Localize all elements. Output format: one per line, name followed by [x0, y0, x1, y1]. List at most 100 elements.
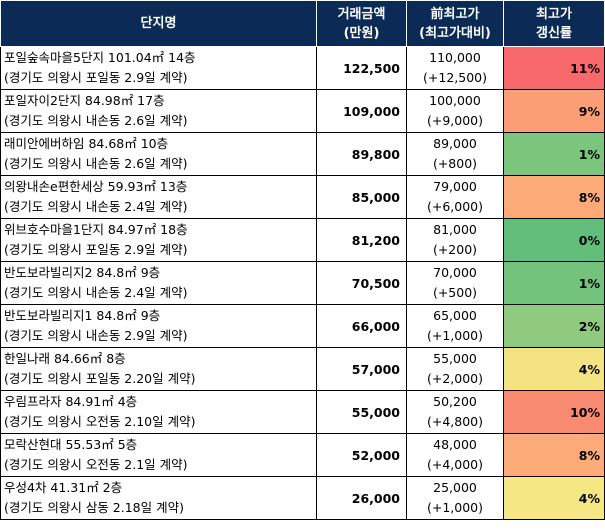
- prev-high-price: 55,000: [433, 351, 477, 366]
- prev-high-price: 48,000: [433, 437, 477, 452]
- prev-high-cell: 50,200 (+4,800): [406, 390, 504, 434]
- table-header-row: 단지명 거래금액 (만원) 前최고가 (최고가대비) 최고가 갱신률: [0, 0, 605, 47]
- complex-location: (경기도 의왕시 내손동 2.6일 계약): [4, 113, 188, 128]
- complex-name-cell: 위브호수마을1단지 84.97㎡ 18층 (경기도 의왕시 포일동 2.9일 계약…: [0, 218, 317, 262]
- prev-high-cell: 110,000 (+12,500): [406, 46, 504, 90]
- trade-price: 109,000: [316, 89, 407, 133]
- renewal-rate: 8%: [503, 175, 605, 219]
- complex-location: (경기도 의왕시 오전동 2.1일 계약): [4, 457, 188, 472]
- complex-location: (경기도 의왕시 오전동 2.10일 계약): [4, 414, 196, 429]
- prev-high-diff: (+4,000): [426, 457, 483, 472]
- prev-high-diff: (+1,000): [426, 328, 483, 343]
- trade-price: 85,000: [316, 175, 407, 219]
- complex-name: 포일자이2단지 84.98㎡ 17층: [4, 93, 165, 108]
- prev-high-diff: (+12,500): [423, 70, 487, 85]
- prev-high-cell: 100,000 (+9,000): [406, 89, 504, 133]
- complex-location: (경기도 의왕시 내손동 2.6일 계약): [4, 156, 188, 171]
- prev-high-diff: (+200): [432, 242, 478, 257]
- trade-price: 70,500: [316, 261, 407, 305]
- renewal-rate: 9%: [503, 89, 605, 133]
- prev-high-cell: 48,000 (+4,000): [406, 433, 504, 477]
- prev-high-cell: 89,000 (+800): [406, 132, 504, 176]
- prev-high-price: 50,200: [433, 394, 477, 409]
- prev-high-price: 70,000: [433, 265, 477, 280]
- renewal-rate: 2%: [503, 304, 605, 348]
- renewal-rate: 4%: [503, 476, 605, 520]
- renewal-rate: 1%: [503, 132, 605, 176]
- table-row: 반도보라빌리지1 84.8㎡ 9층 (경기도 의왕시 내손동 2.9일 계약) 66…: [0, 304, 605, 348]
- complex-name-cell: 우성4차 41.31㎡ 2층 (경기도 의왕시 삼동 2.18일 계약): [0, 476, 317, 520]
- prev-high-price: 81,000: [433, 222, 477, 237]
- header-prev-high: 前최고가 (최고가대비): [406, 0, 504, 47]
- prev-high-cell: 70,000 (+500): [406, 261, 504, 305]
- complex-name: 포일숲속마을5단지 101.04㎡ 14층: [4, 50, 196, 65]
- complex-location: (경기도 의왕시 내손동 2.4일 계약): [4, 285, 188, 300]
- header-rate: 최고가 갱신률: [503, 0, 605, 47]
- table-row: 래미안에버하임 84.68㎡ 10층 (경기도 의왕시 내손동 2.6일 계약) 8…: [0, 132, 605, 176]
- complex-location: (경기도 의왕시 내손동 2.9일 계약): [4, 328, 188, 343]
- trade-price: 66,000: [316, 304, 407, 348]
- complex-name-cell: 포일숲속마을5단지 101.04㎡ 14층 (경기도 의왕시 포일동 2.9일 계…: [0, 46, 317, 90]
- apartment-price-table: 단지명 거래금액 (만원) 前최고가 (최고가대비) 최고가 갱신률 포일숲속마을5단…: [0, 0, 605, 520]
- header-price: 거래금액 (만원): [316, 0, 407, 47]
- table-row: 우림프라자 84.91㎡ 4층 (경기도 의왕시 오전동 2.10일 계약) 55,…: [0, 390, 605, 434]
- complex-location: (경기도 의왕시 내손동 2.4일 계약): [4, 199, 188, 214]
- table-row: 반도보라빌리지2 84.8㎡ 9층 (경기도 의왕시 내손동 2.4일 계약) 70…: [0, 261, 605, 305]
- prev-high-cell: 55,000 (+2,000): [406, 347, 504, 391]
- trade-price: 26,000: [316, 476, 407, 520]
- complex-name: 우림프라자 84.91㎡ 4층: [4, 394, 138, 409]
- trade-price: 81,200: [316, 218, 407, 262]
- complex-location: (경기도 의왕시 포일동 2.9일 계약): [4, 242, 188, 257]
- prev-high-diff: (+9,000): [426, 113, 483, 128]
- prev-high-price: 25,000: [433, 480, 477, 495]
- prev-high-cell: 25,000 (+1,000): [406, 476, 504, 520]
- table-body: 포일숲속마을5단지 101.04㎡ 14층 (경기도 의왕시 포일동 2.9일 계…: [0, 46, 605, 520]
- prev-high-cell: 65,000 (+1,000): [406, 304, 504, 348]
- renewal-rate: 11%: [503, 46, 605, 90]
- prev-high-price: 79,000: [433, 179, 477, 194]
- prev-high-diff: (+800): [432, 156, 478, 171]
- trade-price: 55,000: [316, 390, 407, 434]
- prev-high-cell: 79,000 (+6,000): [406, 175, 504, 219]
- complex-name-cell: 포일자이2단지 84.98㎡ 17층 (경기도 의왕시 내손동 2.6일 계약): [0, 89, 317, 133]
- complex-name: 반도보라빌리지1 84.8㎡ 9층: [4, 308, 161, 323]
- trade-price: 89,800: [316, 132, 407, 176]
- table-row: 포일자이2단지 84.98㎡ 17층 (경기도 의왕시 내손동 2.6일 계약) 1…: [0, 89, 605, 133]
- complex-name-cell: 모락산현대 55.53㎡ 5층 (경기도 의왕시 오전동 2.1일 계약): [0, 433, 317, 477]
- table-row: 포일숲속마을5단지 101.04㎡ 14층 (경기도 의왕시 포일동 2.9일 계…: [0, 46, 605, 90]
- complex-name: 모락산현대 55.53㎡ 5층: [4, 437, 138, 452]
- prev-high-diff: (+1,000): [426, 500, 483, 515]
- complex-name: 위브호수마을1단지 84.97㎡ 18층: [4, 222, 188, 237]
- complex-name-cell: 한일나래 84.66㎡ 8층 (경기도 의왕시 포일동 2.20일 계약): [0, 347, 317, 391]
- renewal-rate: 10%: [503, 390, 605, 434]
- prev-high-price: 110,000: [429, 50, 481, 65]
- prev-high-diff: (+6,000): [426, 199, 483, 214]
- prev-high-price: 65,000: [433, 308, 477, 323]
- complex-name: 한일나래 84.66㎡ 8층: [4, 351, 126, 366]
- table-row: 한일나래 84.66㎡ 8층 (경기도 의왕시 포일동 2.20일 계약) 57,0…: [0, 347, 605, 391]
- complex-name-cell: 우림프라자 84.91㎡ 4층 (경기도 의왕시 오전동 2.10일 계약): [0, 390, 317, 434]
- table-row: 모락산현대 55.53㎡ 5층 (경기도 의왕시 오전동 2.1일 계약) 52,0…: [0, 433, 605, 477]
- renewal-rate: 4%: [503, 347, 605, 391]
- prev-high-cell: 81,000 (+200): [406, 218, 504, 262]
- complex-location: (경기도 의왕시 포일동 2.20일 계약): [4, 371, 196, 386]
- header-complex-name: 단지명: [0, 0, 317, 47]
- table-row: 의왕내손e편한세상 59.93㎡ 13층 (경기도 의왕시 내손동 2.4일 계약…: [0, 175, 605, 219]
- renewal-rate: 8%: [503, 433, 605, 477]
- table-row: 우성4차 41.31㎡ 2층 (경기도 의왕시 삼동 2.18일 계약) 26,00…: [0, 476, 605, 520]
- prev-high-diff: (+2,000): [426, 371, 483, 386]
- prev-high-diff: (+500): [432, 285, 478, 300]
- trade-price: 52,000: [316, 433, 407, 477]
- trade-price: 57,000: [316, 347, 407, 391]
- prev-high-diff: (+4,800): [426, 414, 483, 429]
- renewal-rate: 1%: [503, 261, 605, 305]
- complex-name-cell: 래미안에버하임 84.68㎡ 10층 (경기도 의왕시 내손동 2.6일 계약): [0, 132, 317, 176]
- complex-name-cell: 반도보라빌리지1 84.8㎡ 9층 (경기도 의왕시 내손동 2.9일 계약): [0, 304, 317, 348]
- complex-location: (경기도 의왕시 포일동 2.9일 계약): [4, 70, 188, 85]
- renewal-rate: 0%: [503, 218, 605, 262]
- complex-name-cell: 반도보라빌리지2 84.8㎡ 9층 (경기도 의왕시 내손동 2.4일 계약): [0, 261, 317, 305]
- complex-name: 우성4차 41.31㎡ 2층: [4, 480, 123, 495]
- complex-name-cell: 의왕내손e편한세상 59.93㎡ 13층 (경기도 의왕시 내손동 2.4일 계약…: [0, 175, 317, 219]
- complex-name: 의왕내손e편한세상 59.93㎡ 13층: [4, 179, 188, 194]
- complex-name: 래미안에버하임 84.68㎡ 10층: [4, 136, 169, 151]
